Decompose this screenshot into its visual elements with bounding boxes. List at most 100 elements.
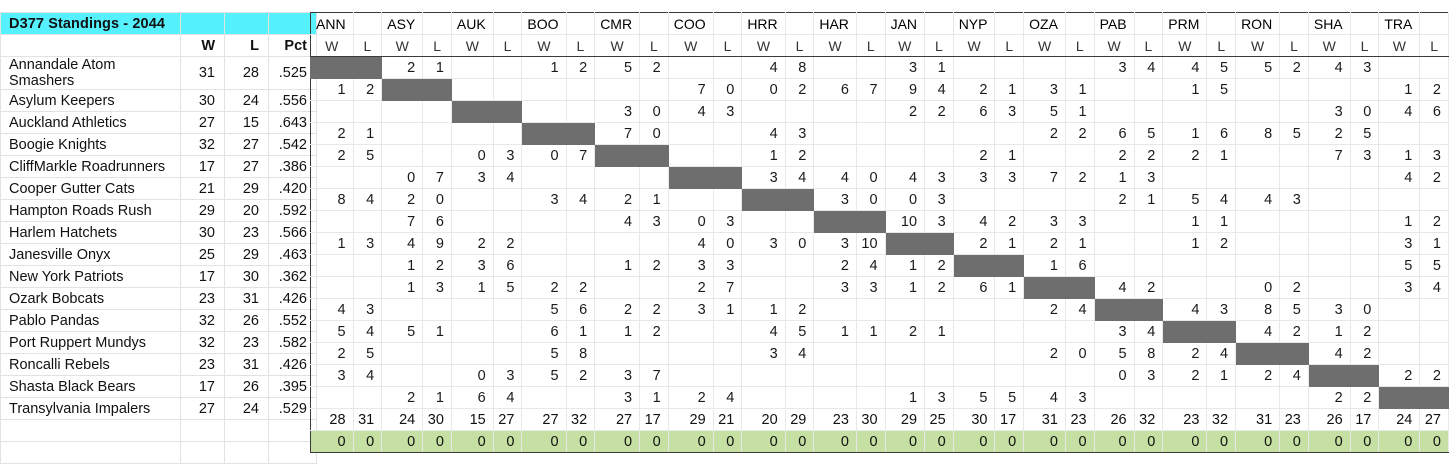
matchup-wins: 0 bbox=[381, 166, 424, 189]
matchup-losses: 0 bbox=[712, 232, 743, 255]
matchup-losses: 3 bbox=[1419, 144, 1449, 167]
opponent-abbrev-spacer bbox=[1133, 12, 1164, 35]
matchup-wins: 3 bbox=[1378, 232, 1421, 255]
table-row[interactable]: Boogie Knights 32 27.542 bbox=[0, 133, 317, 156]
table-row[interactable]: Transylvania Impalers 27 24.529 bbox=[0, 397, 317, 420]
matchup-wins bbox=[450, 78, 494, 101]
matchup-wins: 2 bbox=[381, 386, 424, 409]
total-wins: 30 bbox=[952, 408, 996, 431]
matchup-losses bbox=[855, 56, 886, 79]
matchup-wins bbox=[310, 100, 354, 123]
table-row[interactable]: CliffMarkle Roadrunners 17 27.386 bbox=[0, 155, 317, 178]
table-row[interactable]: Harlem Hatchets 30 23.566 bbox=[0, 221, 317, 244]
subheader-l-nyp: L bbox=[994, 34, 1025, 57]
matchup-losses: 2 bbox=[639, 56, 669, 79]
table-row[interactable]: Janesville Onyx 25 29.463 bbox=[0, 243, 317, 266]
matchup-wins: 4 bbox=[667, 232, 714, 255]
matchup-wins bbox=[1307, 276, 1351, 299]
table-row[interactable]: Ozark Bobcats 23 31.426 bbox=[0, 287, 317, 310]
opponent-abbrev-spacer bbox=[422, 12, 452, 35]
subheader-w-jan: W bbox=[884, 34, 926, 57]
matchup-wins: 1 bbox=[1378, 210, 1421, 233]
table-row[interactable]: Asylum Keepers 30 24.556 bbox=[0, 89, 317, 112]
matchup-losses: 2 bbox=[639, 298, 669, 321]
subheader-w-asy: W bbox=[381, 34, 424, 57]
matchup-losses bbox=[924, 122, 954, 145]
matchup-losses bbox=[1206, 276, 1237, 299]
matchup-wins: 2 bbox=[952, 232, 996, 255]
subheader-w-har: W bbox=[813, 34, 857, 57]
matchup-wins: 1 bbox=[594, 254, 641, 277]
matchup-wins bbox=[381, 298, 424, 321]
table-row[interactable]: New York Patriots 17 30.362 bbox=[0, 265, 317, 288]
table-row[interactable]: Roncalli Rebels 23 31.426 bbox=[0, 353, 317, 376]
matchup-wins bbox=[450, 320, 494, 343]
matchup-wins bbox=[521, 78, 567, 101]
diagonal-cell bbox=[1206, 320, 1237, 343]
matchup-losses bbox=[784, 276, 815, 299]
matchup-wins: 5 bbox=[521, 342, 567, 365]
matchup-losses: 2 bbox=[924, 276, 954, 299]
title-fill-pct bbox=[268, 12, 317, 35]
team-losses: 26 bbox=[224, 309, 269, 332]
matchup-wins: 3 bbox=[450, 254, 494, 277]
table-row[interactable]: Shasta Black Bears 17 26.395 bbox=[0, 375, 317, 398]
matchup-losses: 4 bbox=[1206, 342, 1237, 365]
matchup-wins bbox=[741, 254, 786, 277]
matchup-losses bbox=[352, 100, 383, 123]
table-row[interactable]: Auckland Athletics 27 15.643 bbox=[0, 111, 317, 134]
team-wins: 31 bbox=[180, 56, 225, 90]
matchup-wins bbox=[1162, 100, 1208, 123]
matchup-wins bbox=[1235, 210, 1281, 233]
opponent-abbrev-spacer bbox=[1419, 12, 1449, 35]
matchup-losses: 1 bbox=[855, 320, 886, 343]
opponent-abbrev-prm: PRM bbox=[1162, 12, 1208, 35]
left-blank-row bbox=[0, 419, 317, 442]
table-row[interactable]: Cooper Gutter Cats 21 29.420 bbox=[0, 177, 317, 200]
opponent-abbrev-jan: JAN bbox=[884, 12, 926, 35]
table-row[interactable]: Port Ruppert Mundys 32 23.582 bbox=[0, 331, 317, 354]
table-row[interactable]: Annandale Atom Smashers 31 28.525 bbox=[0, 56, 317, 90]
matchup-wins: 3 bbox=[1093, 320, 1135, 343]
diagonal-cell bbox=[492, 100, 523, 123]
subheader-l-ron: L bbox=[1279, 34, 1309, 57]
matchup-wins bbox=[1235, 386, 1281, 409]
matchup-losses bbox=[1349, 166, 1380, 189]
diagonal-cell bbox=[639, 144, 669, 167]
matrix-row[interactable]: 7 6 4 3 0 3 10 3 4 2 3 3 1 1 1 2 bbox=[310, 210, 1449, 233]
matchup-wins: 3 bbox=[741, 342, 786, 365]
opponent-abbrev-row: ANN ASY AUK BOO CMR COO HRR HAR JAN NYP OZA PAB PRM R… bbox=[310, 12, 1449, 35]
matchup-losses: 3 bbox=[422, 276, 452, 299]
matchup-losses bbox=[639, 232, 669, 255]
matchup-losses: 4 bbox=[784, 166, 815, 189]
team-wins: 23 bbox=[180, 287, 225, 310]
matchup-wins: 3 bbox=[310, 364, 354, 387]
matchup-losses bbox=[422, 298, 452, 321]
team-wins: 30 bbox=[180, 221, 225, 244]
total-wins: 23 bbox=[1162, 408, 1208, 431]
total-wins: 24 bbox=[381, 408, 424, 431]
matchup-wins bbox=[1378, 56, 1421, 79]
matchup-wins bbox=[952, 320, 996, 343]
diagonal-cell bbox=[784, 188, 815, 211]
balance-losses: 0 bbox=[639, 430, 669, 453]
matchup-losses bbox=[994, 342, 1025, 365]
table-row[interactable]: Hampton Roads Rush 29 20.592 bbox=[0, 199, 317, 222]
matchup-wins bbox=[1162, 386, 1208, 409]
matrix-row[interactable]: 1 3 4 9 2 2 4 0 3 0 3 10 2 1 2 1 1 2 3 1 bbox=[310, 232, 1449, 255]
table-row[interactable]: Pablo Pandas 32 26.552 bbox=[0, 309, 317, 332]
